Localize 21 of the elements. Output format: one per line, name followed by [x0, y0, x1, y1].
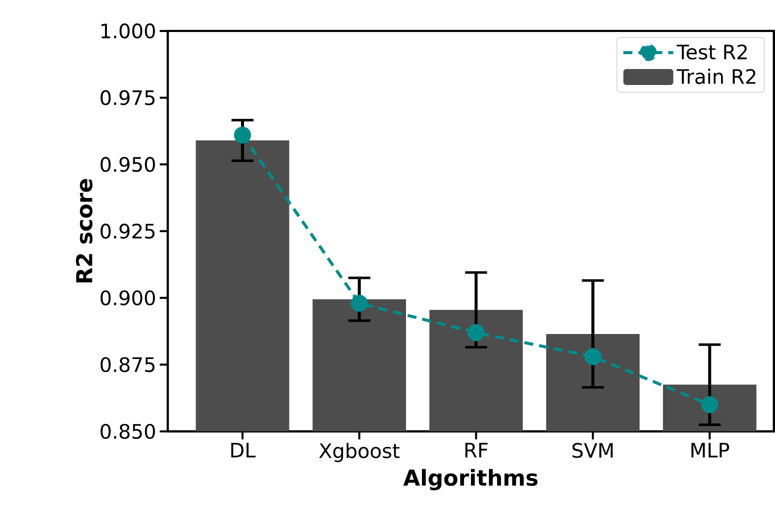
y-tick-label: 0.925: [100, 224, 155, 239]
point: [350, 294, 368, 312]
x-tick-label: DL: [231, 442, 256, 458]
legend-label: Test R2: [676, 44, 747, 60]
x-axis-title: Algorithms: [403, 468, 538, 490]
y-tick-label: 1.000: [101, 23, 155, 38]
point: [701, 396, 718, 414]
y-tick-label: 0.900: [100, 290, 155, 306]
point: [468, 324, 485, 341]
y-tick-label: 0.950: [100, 156, 155, 172]
point: [584, 348, 602, 365]
x-tick-label: SVM: [572, 442, 613, 458]
y-tick-label: 0.975: [100, 90, 155, 106]
legend-label: Train R2: [676, 68, 756, 84]
x-tick-label: RF: [465, 442, 488, 458]
point: [234, 126, 252, 144]
x-tick-label: MLP: [691, 442, 730, 458]
y-tick-label: 0.875: [100, 356, 155, 372]
y-axis-title: R2 score: [76, 178, 92, 282]
x-tick-label: Xgboost: [319, 442, 400, 462]
y-tick-label: 0.850: [100, 424, 155, 439]
